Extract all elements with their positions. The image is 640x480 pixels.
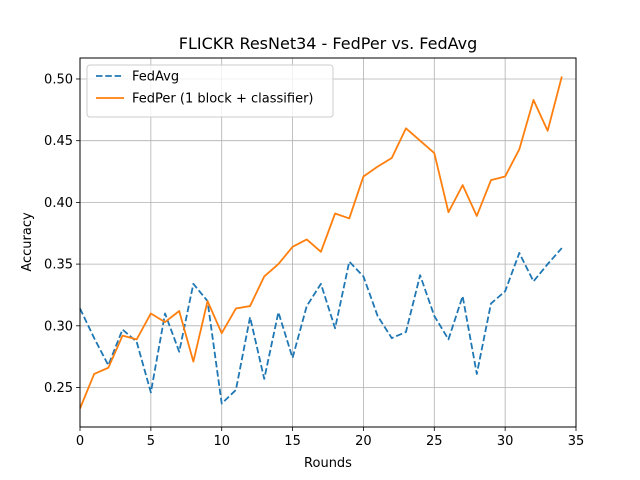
- series-line-fedper-1-block-classifier: [79, 76, 563, 409]
- x-tick-label: 25: [426, 434, 443, 449]
- axis-ticks: 0 5 10 15 20 25 30 35 0.25 0.30 0.35 0.40 0.45 0.50: [44, 72, 584, 449]
- y-tick-label: 0.35: [44, 258, 73, 273]
- chart-title: FLICKR ResNet34 - FedPer vs. FedAvg: [179, 34, 478, 53]
- y-tick-label: 0.30: [44, 319, 73, 334]
- x-tick-label: 35: [568, 434, 585, 449]
- y-axis-label: Accuracy: [20, 212, 35, 272]
- x-tick-label: 30: [497, 434, 514, 449]
- x-tick-label: 20: [355, 434, 372, 449]
- plot-frame: [79, 57, 577, 428]
- legend-label: FedPer (1 block + classifier): [132, 92, 313, 107]
- x-tick-label: 15: [284, 434, 301, 449]
- series-line-fedavg: [79, 247, 563, 405]
- legend-label: FedAvg: [132, 70, 179, 85]
- x-tick-label: 10: [213, 434, 230, 449]
- y-tick-label: 0.50: [44, 72, 73, 87]
- legend: FedAvg FedPer (1 block + classifier): [86, 64, 334, 118]
- x-axis-label: Rounds: [304, 456, 352, 471]
- y-tick-label: 0.45: [44, 134, 73, 149]
- y-tick-label: 0.40: [44, 196, 73, 211]
- x-tick-label: 0: [76, 434, 84, 449]
- legend-box: [86, 64, 334, 118]
- y-tick-label: 0.25: [44, 381, 73, 396]
- plot-series: [79, 76, 563, 409]
- x-tick-label: 5: [147, 434, 155, 449]
